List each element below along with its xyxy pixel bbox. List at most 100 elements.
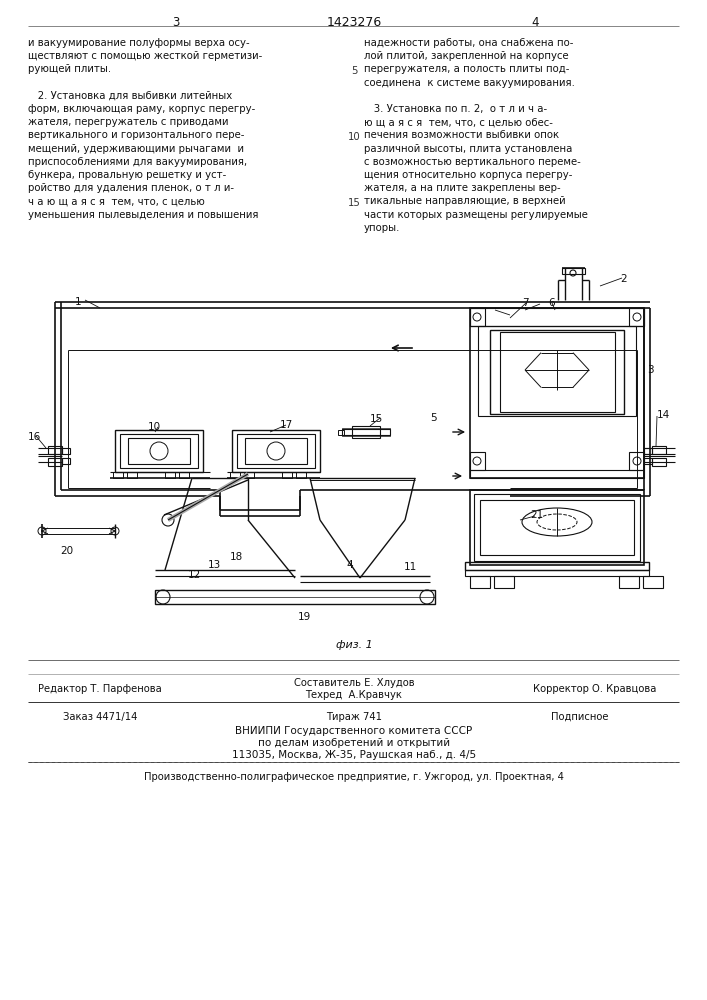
Text: мещений, удерживающими рычагами  и: мещений, удерживающими рычагами и (28, 144, 244, 154)
Text: 12: 12 (188, 570, 201, 580)
Text: 18: 18 (230, 552, 243, 562)
Text: 4: 4 (346, 560, 353, 570)
Bar (282, 472, 292, 478)
Text: уменьшения пылевыделения и повышения: уменьшения пылевыделения и повышения (28, 210, 259, 220)
Text: 3. Установка по п. 2,  о т л и ч а-: 3. Установка по п. 2, о т л и ч а- (364, 104, 547, 114)
Text: жателя, перегружатель с приводами: жателя, перегружатель с приводами (28, 117, 228, 127)
Text: 2: 2 (620, 274, 626, 284)
Bar (470, 308, 644, 326)
Bar (490, 330, 624, 414)
Bar (619, 576, 639, 588)
Bar (629, 452, 644, 470)
Bar (644, 448, 652, 454)
Text: Производственно-полиграфическое предприятие, г. Ужгород, ул. Проектная, 4: Производственно-полиграфическое предприя… (144, 772, 564, 782)
Text: 20: 20 (60, 546, 73, 556)
Text: 2. Установка для выбивки литейных: 2. Установка для выбивки литейных (28, 91, 233, 101)
Text: 13: 13 (208, 560, 221, 570)
Bar (474, 494, 640, 561)
Bar (652, 446, 666, 454)
Text: надежности работы, она снабжена по-: надежности работы, она снабжена по- (364, 38, 573, 48)
Text: 11: 11 (404, 562, 417, 572)
Text: приспособлениями для вакуумирования,: приспособлениями для вакуумирования, (28, 157, 247, 167)
Bar (165, 472, 175, 478)
Text: 21: 21 (530, 510, 543, 520)
Bar (338, 430, 344, 435)
Bar (644, 458, 652, 464)
Bar (296, 472, 306, 478)
Text: бункера, провальную решетку и уст-: бункера, провальную решетку и уст- (28, 170, 226, 180)
Bar (470, 452, 485, 470)
Text: печения возможности выбивки опок: печения возможности выбивки опок (364, 130, 559, 140)
Bar (155, 590, 435, 604)
Text: части которых размещены регулируемые: части которых размещены регулируемые (364, 210, 588, 220)
Text: рующей плиты.: рующей плиты. (28, 64, 111, 74)
Text: 14: 14 (657, 410, 670, 420)
Bar (232, 430, 320, 472)
Text: Корректор О. Кравцова: Корректор О. Кравцова (533, 684, 657, 694)
Text: физ. 1: физ. 1 (336, 640, 373, 650)
Bar (352, 426, 380, 438)
Text: форм, включающая раму, корпус перегру-: форм, включающая раму, корпус перегру- (28, 104, 255, 114)
Bar (342, 428, 390, 436)
Bar (465, 570, 649, 576)
Bar (470, 576, 490, 588)
Bar (478, 326, 636, 416)
Text: 4: 4 (531, 16, 539, 29)
Bar (120, 434, 198, 468)
Text: различной высоты, плита установлена: различной высоты, плита установлена (364, 144, 573, 154)
Text: ществляют с помощью жесткой герметизи-: ществляют с помощью жесткой герметизи- (28, 51, 262, 61)
Text: 16: 16 (28, 432, 41, 442)
Bar (470, 470, 644, 478)
Text: щения относительно корпуса перегру-: щения относительно корпуса перегру- (364, 170, 573, 180)
Bar (128, 438, 190, 464)
Bar (629, 308, 644, 326)
Bar (127, 472, 137, 478)
Bar (465, 562, 649, 570)
Bar (48, 446, 62, 454)
Bar (480, 500, 634, 555)
Text: 7: 7 (522, 298, 529, 308)
Text: перегружателя, а полость плиты под-: перегружателя, а полость плиты под- (364, 64, 569, 74)
Text: по делам изобретений и открытий: по делам изобретений и открытий (258, 738, 450, 748)
Text: ю щ а я с я  тем, что, с целью обес-: ю щ а я с я тем, что, с целью обес- (364, 117, 553, 127)
Text: жателя, а на плите закреплены вер-: жателя, а на плите закреплены вер- (364, 183, 561, 193)
Text: 1423276: 1423276 (327, 16, 382, 29)
Text: 15: 15 (370, 414, 383, 424)
Bar (62, 448, 70, 454)
Bar (244, 472, 254, 478)
Text: 1: 1 (75, 297, 81, 307)
Text: Редактор Т. Парфенова: Редактор Т. Парфенова (38, 684, 162, 694)
Text: 15: 15 (348, 198, 361, 208)
Bar (470, 308, 644, 478)
Text: 10: 10 (348, 132, 361, 142)
Bar (470, 308, 485, 326)
Bar (500, 332, 615, 412)
Text: 17: 17 (280, 420, 293, 430)
Bar (230, 472, 240, 478)
Bar (62, 458, 70, 464)
Text: ВНИИПИ Государственного комитета СССР: ВНИИПИ Государственного комитета СССР (235, 726, 472, 736)
Bar (643, 576, 663, 588)
Text: соединена  к системе вакуумирования.: соединена к системе вакуумирования. (364, 78, 575, 88)
Text: тикальные направляющие, в верхней: тикальные направляющие, в верхней (364, 196, 566, 206)
Text: и вакуумирование полуформы верха осу-: и вакуумирование полуформы верха осу- (28, 38, 250, 48)
Text: Составитель Е. Хлудов: Составитель Е. Хлудов (293, 678, 414, 688)
Text: 5: 5 (351, 66, 357, 76)
Text: Тираж 741: Тираж 741 (326, 712, 382, 722)
Bar (652, 458, 666, 466)
Text: Техред  А.Кравчук: Техред А.Кравчук (305, 690, 402, 700)
Bar (562, 268, 585, 274)
Bar (342, 429, 390, 435)
Bar (494, 576, 514, 588)
Bar (48, 458, 62, 466)
Text: вертикального и горизонтального пере-: вертикального и горизонтального пере- (28, 130, 245, 140)
Text: 113035, Москва, Ж-35, Раушская наб., д. 4/5: 113035, Москва, Ж-35, Раушская наб., д. … (232, 750, 476, 760)
Text: Заказ 4471/14: Заказ 4471/14 (63, 712, 137, 722)
Text: ройство для удаления пленок, о т л и-: ройство для удаления пленок, о т л и- (28, 183, 234, 193)
Text: 6: 6 (548, 298, 554, 308)
Bar (115, 430, 203, 472)
Text: 19: 19 (298, 612, 311, 622)
Text: 3: 3 (647, 365, 654, 375)
Bar (179, 472, 189, 478)
Text: 3: 3 (173, 16, 180, 29)
